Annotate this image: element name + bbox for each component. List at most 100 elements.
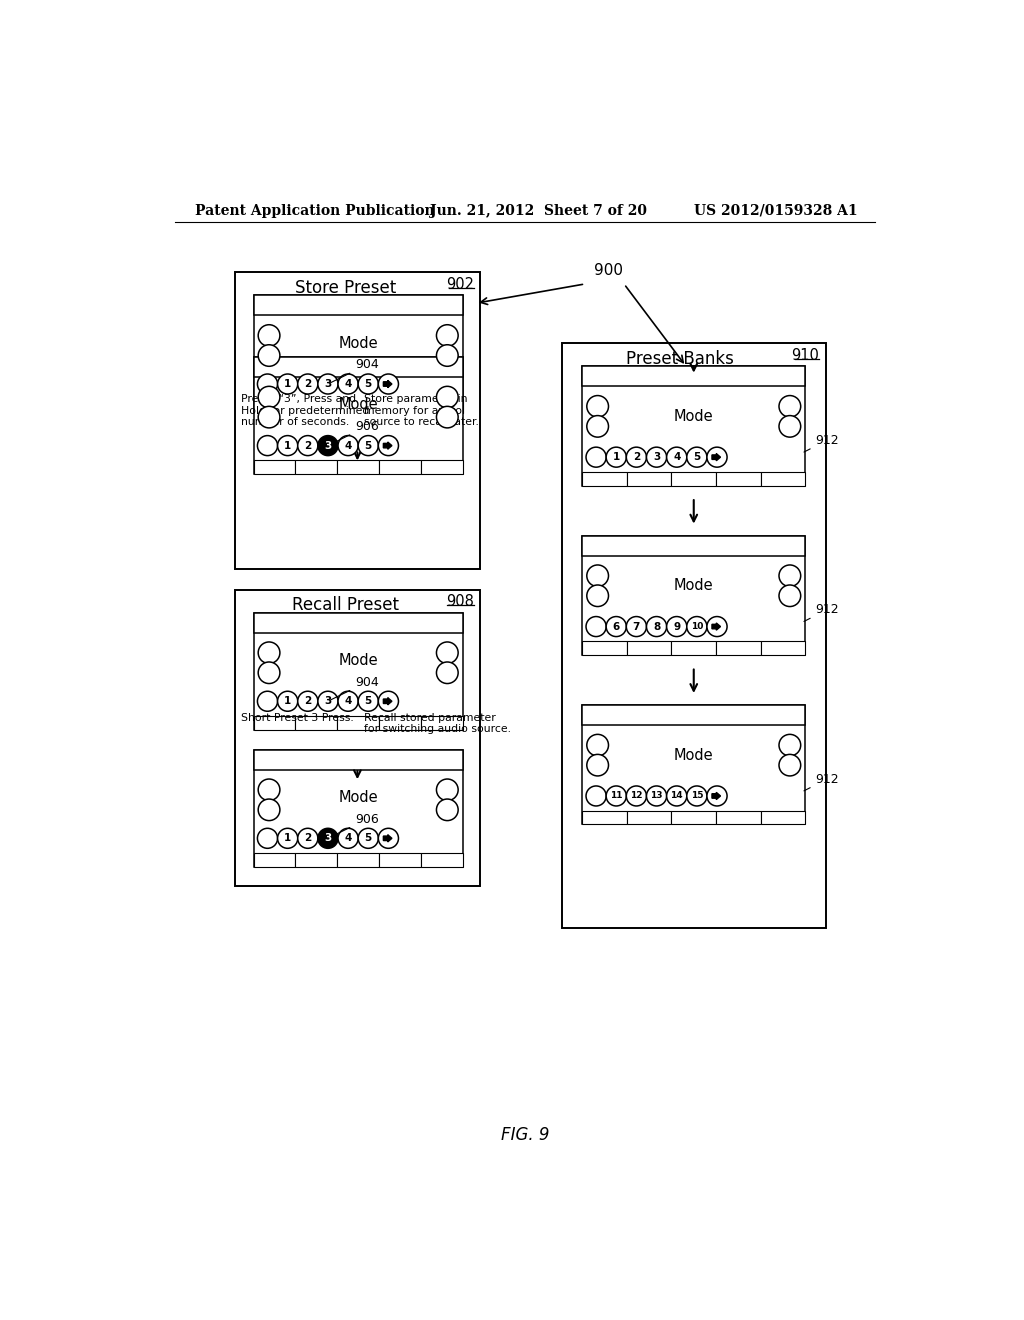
Text: 906: 906: [331, 813, 379, 837]
FancyArrow shape: [712, 454, 721, 461]
Text: 3: 3: [325, 833, 332, 843]
Text: Store Preset: Store Preset: [295, 279, 396, 297]
Circle shape: [687, 785, 707, 807]
Text: 2: 2: [304, 696, 311, 706]
Circle shape: [436, 387, 458, 408]
Text: 5: 5: [365, 441, 372, 450]
Bar: [583, 367, 805, 387]
Circle shape: [587, 396, 608, 417]
FancyArrow shape: [383, 380, 392, 388]
Bar: [716, 471, 761, 486]
Bar: [672, 810, 716, 825]
Bar: [672, 642, 716, 655]
Text: 3: 3: [325, 696, 332, 706]
FancyArrow shape: [383, 698, 392, 705]
Circle shape: [258, 387, 280, 408]
Text: 1: 1: [612, 453, 620, 462]
Text: 3: 3: [653, 453, 660, 462]
Circle shape: [436, 345, 458, 367]
Circle shape: [378, 374, 398, 395]
Circle shape: [317, 374, 338, 395]
Text: FIG. 9: FIG. 9: [501, 1126, 549, 1143]
Circle shape: [358, 374, 378, 395]
Text: 6: 6: [612, 622, 620, 631]
Circle shape: [627, 785, 646, 807]
Text: 2: 2: [304, 379, 311, 389]
Text: 12: 12: [630, 792, 643, 800]
Text: 904: 904: [331, 676, 379, 700]
Bar: [254, 715, 295, 730]
FancyArrow shape: [712, 623, 721, 630]
Circle shape: [436, 642, 458, 664]
Text: 908: 908: [445, 594, 474, 610]
Circle shape: [779, 565, 801, 586]
Circle shape: [606, 616, 627, 636]
Bar: [672, 471, 716, 486]
Bar: [254, 296, 463, 315]
Bar: [562, 343, 825, 928]
Text: 906: 906: [331, 420, 379, 445]
Bar: [583, 705, 805, 725]
Bar: [254, 612, 463, 632]
Text: Recall Preset: Recall Preset: [292, 597, 399, 614]
Circle shape: [687, 616, 707, 636]
Bar: [337, 399, 379, 412]
Text: 8: 8: [653, 622, 660, 631]
Text: 902: 902: [445, 277, 474, 292]
Circle shape: [258, 407, 280, 428]
Circle shape: [667, 785, 687, 807]
Circle shape: [298, 829, 317, 849]
Circle shape: [436, 663, 458, 684]
Circle shape: [707, 785, 727, 807]
Circle shape: [687, 447, 707, 467]
Text: Preset Banks: Preset Banks: [626, 350, 734, 367]
Circle shape: [587, 416, 608, 437]
Circle shape: [278, 829, 298, 849]
Bar: [254, 461, 295, 474]
Circle shape: [298, 692, 317, 711]
Text: Mode: Mode: [338, 789, 378, 805]
Circle shape: [257, 436, 278, 455]
Text: 4: 4: [344, 833, 352, 843]
Circle shape: [358, 436, 378, 455]
Bar: [583, 810, 627, 825]
Circle shape: [646, 785, 667, 807]
Text: 7: 7: [633, 622, 640, 631]
Bar: [337, 853, 379, 867]
Circle shape: [779, 734, 801, 756]
Bar: [295, 853, 337, 867]
Bar: [254, 750, 463, 770]
Text: Mode: Mode: [674, 578, 714, 593]
Circle shape: [338, 374, 358, 395]
Text: 5: 5: [365, 696, 372, 706]
Bar: [337, 715, 379, 730]
Circle shape: [436, 779, 458, 800]
Circle shape: [278, 374, 298, 395]
Text: Jun. 21, 2012  Sheet 7 of 20: Jun. 21, 2012 Sheet 7 of 20: [430, 203, 647, 218]
Circle shape: [779, 416, 801, 437]
Text: 2: 2: [304, 441, 311, 450]
Circle shape: [646, 616, 667, 636]
Text: Mode: Mode: [674, 747, 714, 763]
Circle shape: [338, 436, 358, 455]
Circle shape: [586, 447, 606, 467]
Bar: [761, 471, 805, 486]
Circle shape: [278, 436, 298, 455]
Text: 2: 2: [633, 453, 640, 462]
Bar: [761, 810, 805, 825]
Text: 912: 912: [804, 434, 839, 451]
Circle shape: [358, 692, 378, 711]
Text: 4: 4: [344, 441, 352, 450]
Bar: [254, 399, 295, 412]
Circle shape: [779, 755, 801, 776]
Circle shape: [707, 616, 727, 636]
Circle shape: [436, 407, 458, 428]
Text: 5: 5: [693, 453, 700, 462]
Circle shape: [258, 345, 280, 367]
Bar: [761, 642, 805, 655]
Bar: [627, 642, 672, 655]
Circle shape: [779, 396, 801, 417]
Circle shape: [606, 785, 627, 807]
Text: 3: 3: [325, 441, 332, 450]
Circle shape: [317, 829, 338, 849]
